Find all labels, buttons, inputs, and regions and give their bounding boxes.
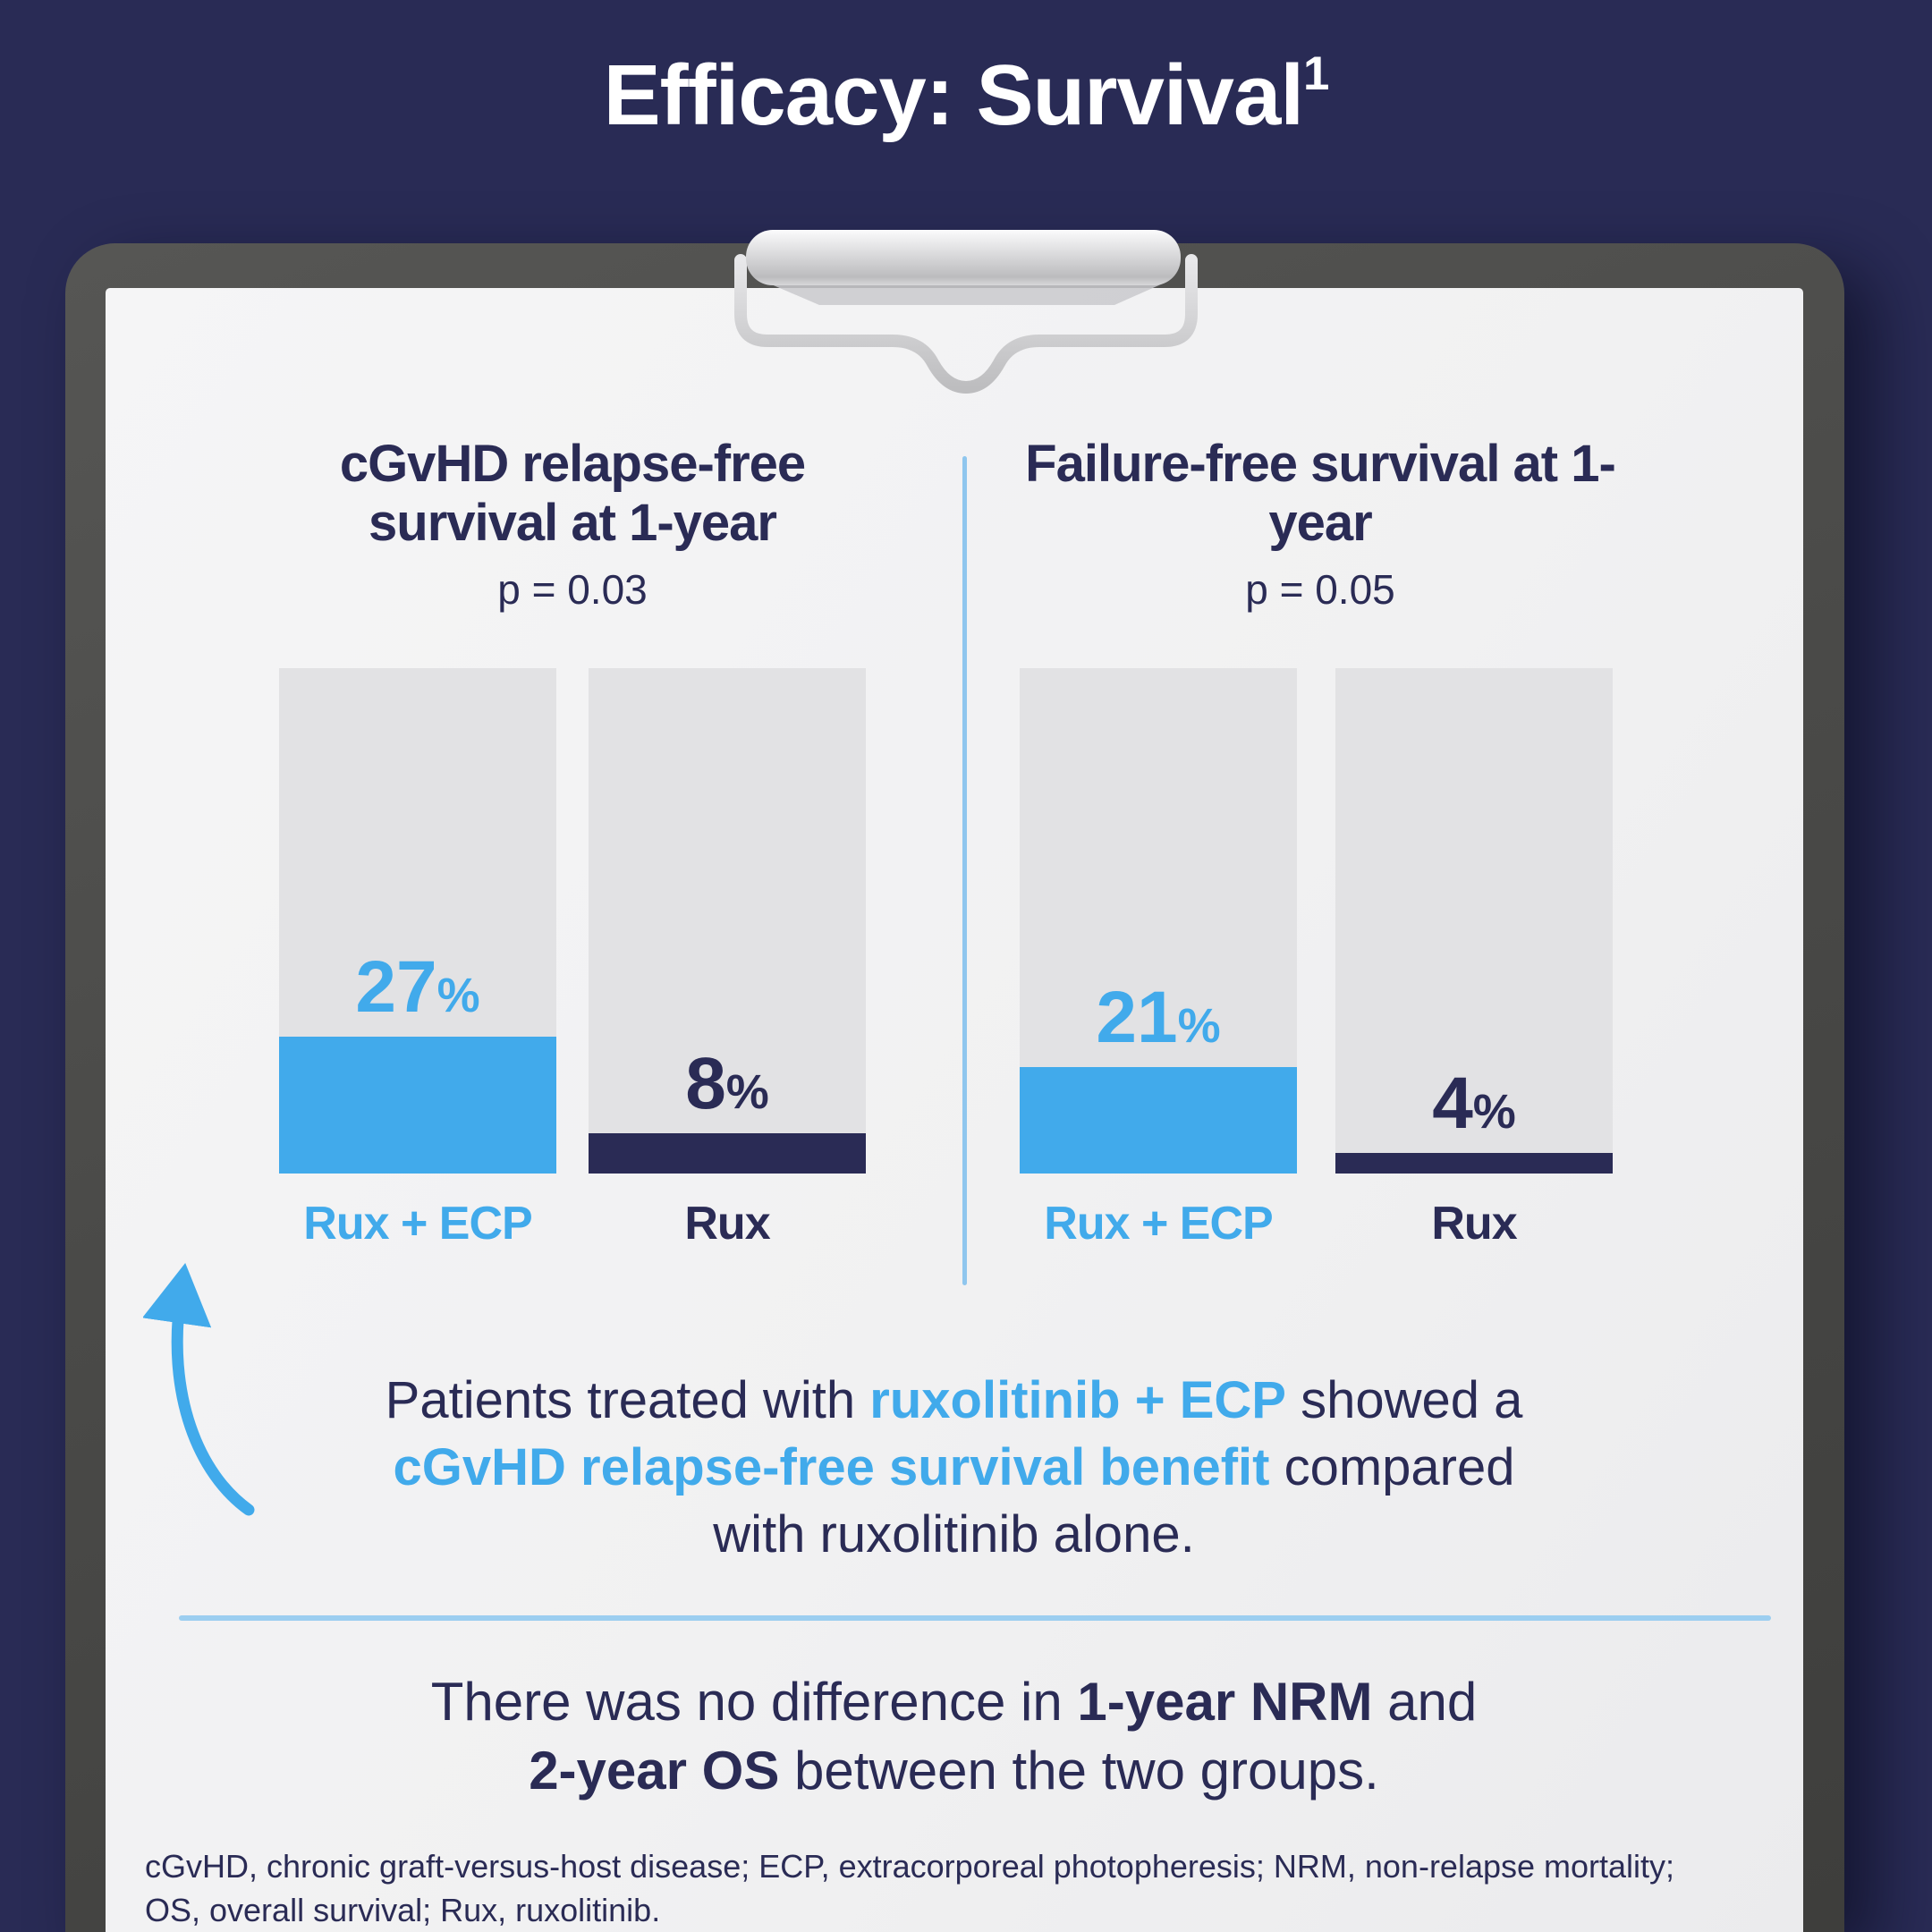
clipboard-clip-icon: [734, 230, 1198, 394]
callout-line-1: Patients treated with ruxolitinib + ECP …: [385, 1371, 1523, 1429]
p-value-relapse-free: p = 0.03: [497, 566, 648, 613]
bar-track-failure-rux-ecp: 21%: [1020, 668, 1297, 1174]
bar-value-relapse-rux: 8%: [685, 1042, 769, 1124]
horizontal-divider: [179, 1615, 1771, 1621]
page-title-reference-superscript: 1: [1303, 47, 1329, 100]
bar-track-relapse-rux: 8%: [589, 668, 866, 1174]
secondary-highlight-os: 2-year OS: [529, 1741, 780, 1801]
bar-fill-failure-rux: [1335, 1153, 1613, 1174]
clip-bar: [746, 230, 1181, 285]
secondary-text: There was no difference in 1-year NRM an…: [106, 1667, 1802, 1805]
bar-track-failure-rux: 4%: [1335, 668, 1613, 1174]
callout-highlight-benefit: cGvHD relapse-free survival benefit: [393, 1438, 1270, 1496]
callout-line-3: with ruxolitinib alone.: [713, 1505, 1195, 1563]
chart-title-relapse-free: cGvHD relapse-free survival at 1-year: [339, 435, 806, 552]
percent-sign: %: [436, 969, 480, 1023]
clip-wire: [734, 254, 1198, 394]
curved-arrow-icon: [143, 1262, 255, 1516]
callout-line-2: cGvHD relapse-free survival benefit comp…: [393, 1438, 1515, 1496]
bar-label-relapse-rux-ecp: Rux + ECP: [303, 1198, 532, 1250]
bar-fill-relapse-rux-ecp: [279, 1037, 556, 1174]
vertical-divider: [962, 456, 967, 1285]
bar-value-failure-rux: 4%: [1432, 1063, 1516, 1145]
chart-title-failure-free: Failure-free survival at 1-year: [1025, 435, 1616, 552]
footnote-line-2: OS, overall survival; Rux, ruxolitinib.: [145, 1892, 661, 1928]
percent-sign: %: [725, 1064, 769, 1119]
bar-value-relapse-rux-ecp: 27%: [355, 946, 480, 1029]
page-title-text: Efficacy: Survival: [603, 47, 1304, 143]
percent-sign: %: [1472, 1085, 1516, 1140]
secondary-line-2: 2-year OS between the two groups.: [529, 1741, 1379, 1801]
footnote-line-1: cGvHD, chronic graft-versus-host disease…: [145, 1848, 1675, 1885]
secondary-highlight-nrm: 1-year NRM: [1077, 1672, 1373, 1732]
percent-sign: %: [1177, 999, 1221, 1054]
bar-label-failure-rux: Rux: [1431, 1198, 1517, 1250]
clip-shadow: [769, 284, 1163, 305]
p-value-failure-free: p = 0.05: [1245, 566, 1395, 613]
bar-fill-failure-rux-ecp: [1020, 1067, 1297, 1174]
bar-value-failure-rux-ecp: 21%: [1096, 977, 1221, 1059]
callout-highlight-rux-ecp: ruxolitinib + ECP: [869, 1371, 1286, 1429]
abbreviations-footnote: cGvHD, chronic graft-versus-host disease…: [145, 1844, 1773, 1932]
callout-text: Patients treated with ruxolitinib + ECP …: [106, 1367, 1802, 1568]
bar-track-relapse-rux-ecp: 27%: [279, 668, 556, 1174]
bar-fill-relapse-rux: [589, 1132, 866, 1174]
bar-label-relapse-rux: Rux: [684, 1198, 770, 1250]
secondary-line-1: There was no difference in 1-year NRM an…: [430, 1672, 1478, 1732]
page-title: Efficacy: Survival1: [0, 47, 1932, 145]
bar-label-failure-rux-ecp: Rux + ECP: [1044, 1198, 1273, 1250]
